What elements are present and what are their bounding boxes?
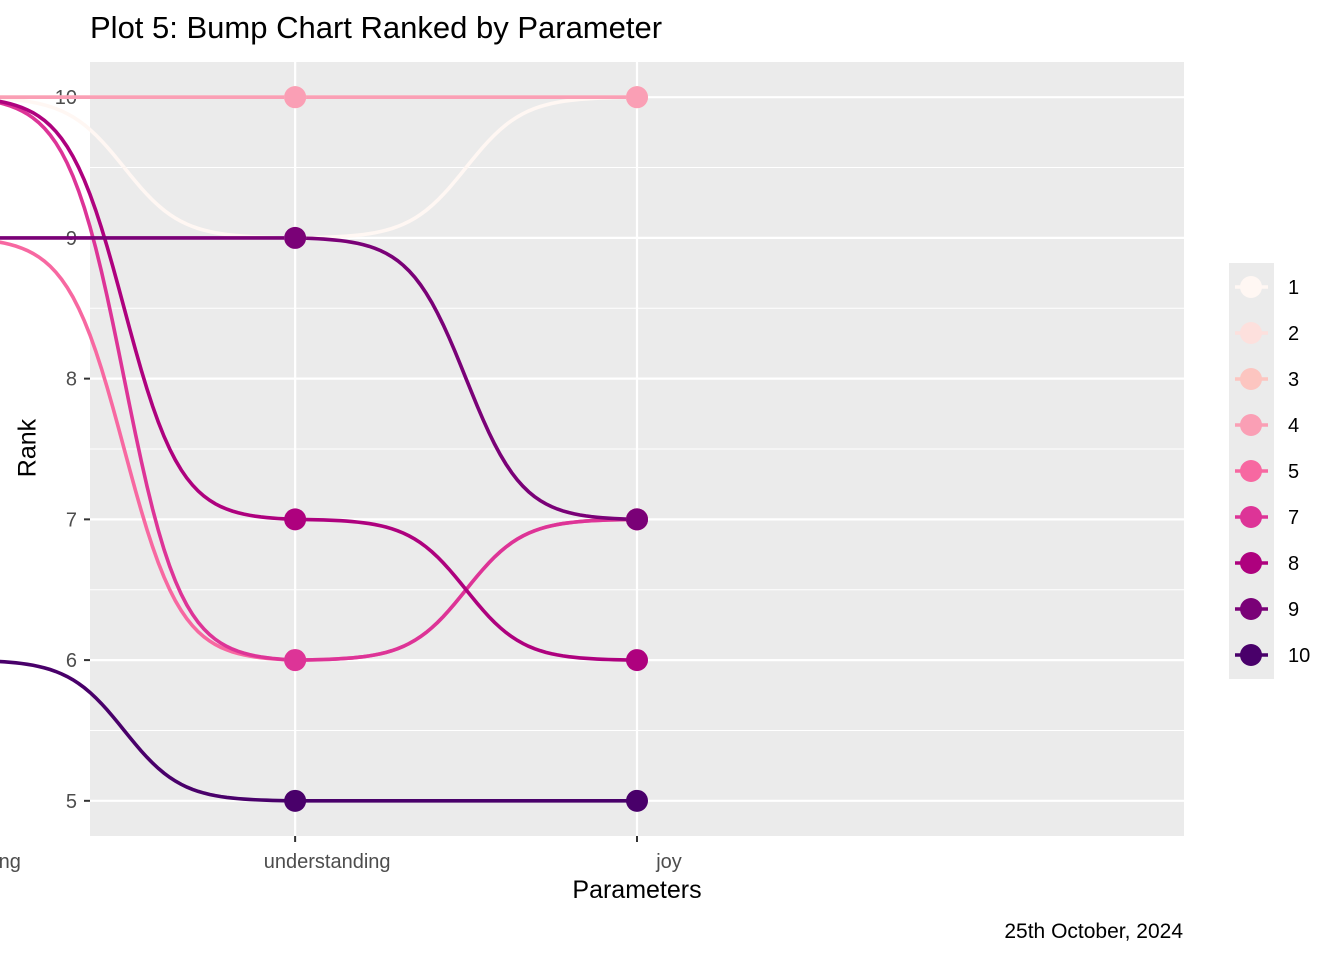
legend-key-point-9	[1240, 598, 1262, 620]
series-point-4-joy	[626, 86, 648, 109]
legend-label-10: 10	[1288, 645, 1310, 667]
legend-label-1: 1	[1288, 277, 1299, 299]
legend-label-8: 8	[1288, 553, 1299, 575]
y-tick-label: 6	[66, 650, 77, 672]
legend: 1 2 3 4 5 7 8 9 10	[1229, 263, 1310, 679]
legend-key-point-10	[1240, 644, 1262, 666]
legend-key-point-5	[1240, 460, 1262, 482]
x-tick-label-learning: learning	[0, 851, 21, 873]
legend-label-4: 4	[1288, 415, 1299, 437]
x-tick-label-joy: joy	[655, 851, 682, 873]
series-point-7-understanding	[284, 649, 307, 672]
series-point-4-understanding	[284, 86, 307, 109]
legend-key-point-1	[1240, 276, 1262, 298]
chart-title: Plot 5: Bump Chart Ranked by Parameter	[90, 10, 663, 45]
legend-key-point-3	[1240, 368, 1262, 390]
series-point-10-understanding	[284, 789, 307, 812]
legend-label-7: 7	[1288, 507, 1299, 529]
legend-key-point-7	[1240, 506, 1262, 528]
x-tick-label-understanding: understanding	[264, 851, 391, 873]
legend-label-9: 9	[1288, 599, 1299, 621]
chart-caption: 25th October, 2024	[1004, 920, 1183, 943]
y-tick-label: 5	[66, 791, 77, 813]
legend-label-5: 5	[1288, 461, 1299, 483]
series-point-8-joy	[626, 649, 648, 672]
series-point-9-understanding	[284, 226, 307, 249]
series-point-9-joy	[626, 508, 648, 531]
y-tick-label: 7	[66, 509, 77, 531]
legend-label-3: 3	[1288, 369, 1299, 391]
series-point-10-joy	[626, 789, 648, 812]
y-axis-label: Rank	[13, 418, 42, 478]
y-tick-label: 8	[66, 369, 77, 391]
x-axis-label: Parameters	[572, 876, 702, 904]
legend-key-point-4	[1240, 414, 1262, 436]
legend-label-2: 2	[1288, 323, 1299, 345]
legend-key-point-8	[1240, 552, 1262, 574]
series-point-8-understanding	[284, 508, 307, 531]
legend-key-point-2	[1240, 322, 1262, 344]
